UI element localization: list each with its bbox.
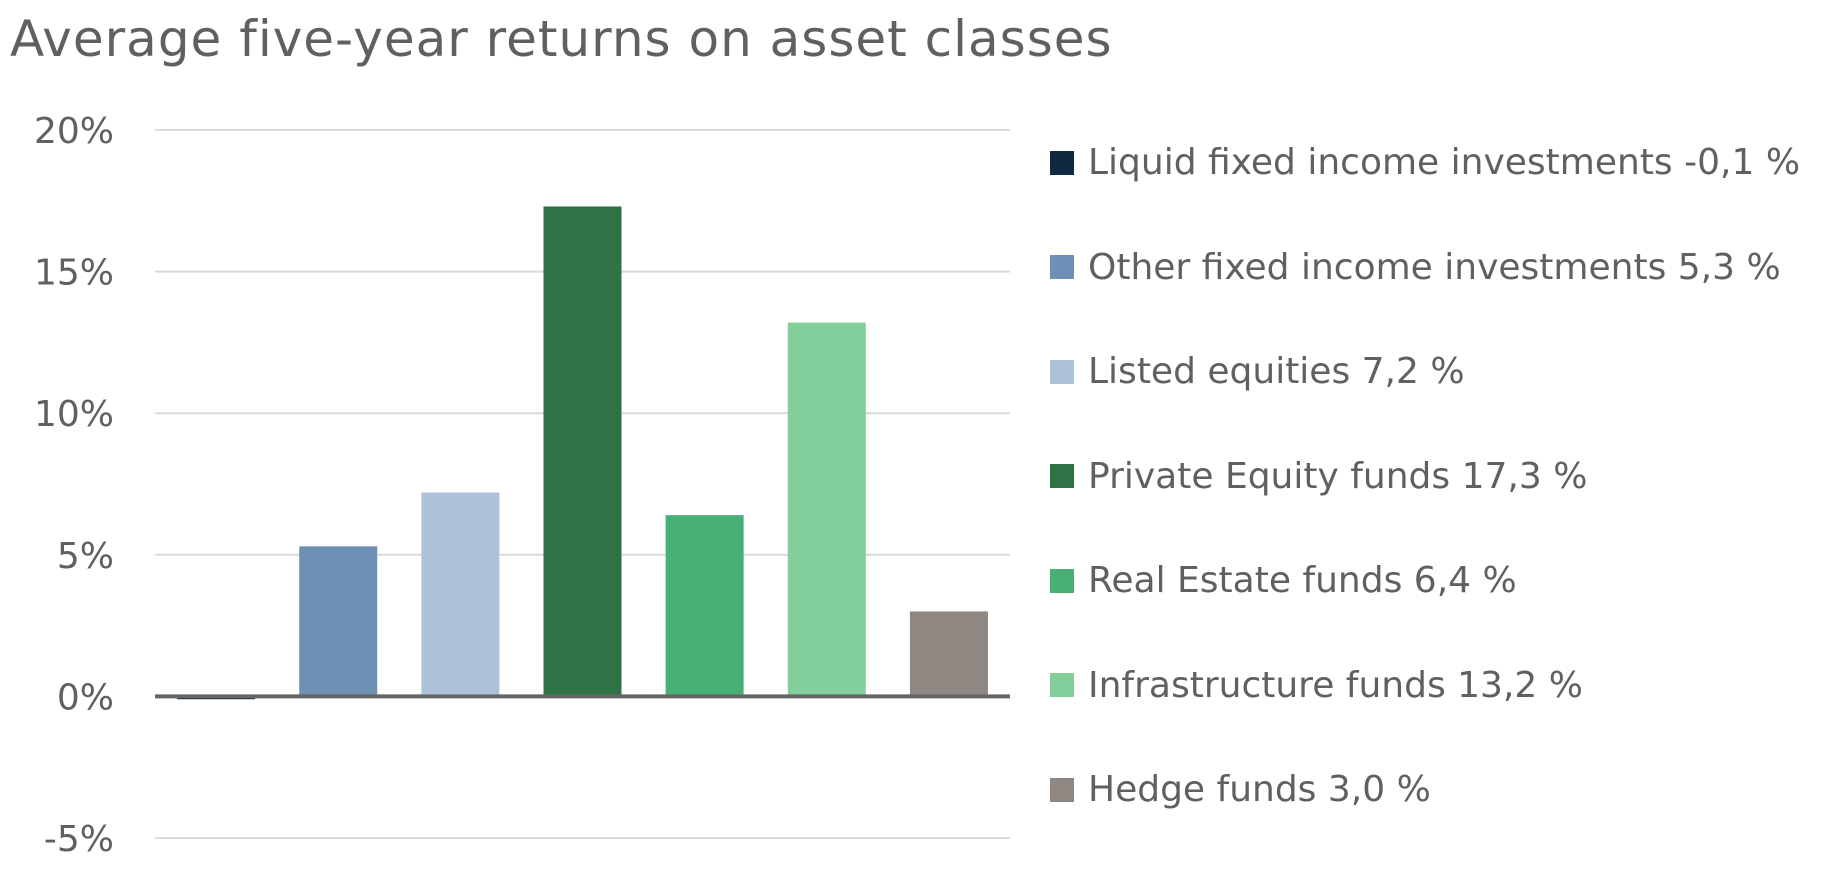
y-tick-label: 20%: [34, 111, 114, 152]
legend-item: Other fixed income investments 5,3 %: [1050, 247, 1781, 288]
bar: [543, 206, 622, 697]
legend-item: Real Estate funds 6,4 %: [1050, 560, 1517, 601]
legend-label: Real Estate funds 6,4 %: [1088, 560, 1517, 601]
bar: [909, 611, 988, 697]
legend-swatch: [1050, 255, 1074, 279]
legend-swatch: [1050, 359, 1074, 384]
legend-item: Listed equities 7,2 %: [1050, 351, 1465, 392]
y-tick-label: 10%: [34, 394, 114, 435]
legend-item: Liquid fixed income investments -0,1 %: [1050, 142, 1800, 183]
legend-label: Hedge funds 3,0 %: [1088, 769, 1431, 810]
legend-label: Private Equity funds 17,3 %: [1088, 455, 1588, 497]
y-tick-label: 0%: [57, 677, 114, 718]
legend-swatch: [1050, 150, 1074, 175]
legend-label: Listed equities 7,2 %: [1088, 351, 1465, 392]
legend-item: Private Equity funds 17,3 %: [1050, 456, 1587, 497]
legend-label: Liquid fixed income investments -0,1 %: [1088, 142, 1801, 183]
bar: [787, 322, 866, 697]
y-axis-ticks: 20% 15% 10% 5% 0% -5%: [34, 111, 114, 860]
legend-swatch: [1050, 673, 1074, 697]
bar: [299, 546, 378, 697]
bar: [421, 492, 500, 697]
legend-item: Infrastructure funds 13,2 %: [1050, 665, 1583, 706]
bar: [665, 515, 744, 697]
legend-label: Infrastructure funds 13,2 %: [1088, 664, 1583, 706]
y-tick-label: -5%: [44, 819, 114, 860]
legend: Liquid fixed income investments -0,1 % Ot…: [1050, 0, 1840, 878]
bars: [177, 206, 988, 700]
legend-swatch: [1050, 777, 1074, 802]
legend-item: Hedge funds 3,0 %: [1050, 769, 1431, 810]
legend-swatch: [1050, 464, 1074, 488]
legend-label: Other fixed income investments 5,3 %: [1088, 246, 1781, 288]
y-tick-label: 15%: [34, 253, 114, 294]
legend-swatch: [1050, 568, 1074, 593]
y-tick-label: 5%: [57, 536, 114, 577]
chart-title: Average five-year returns on asset class…: [10, 10, 1113, 68]
